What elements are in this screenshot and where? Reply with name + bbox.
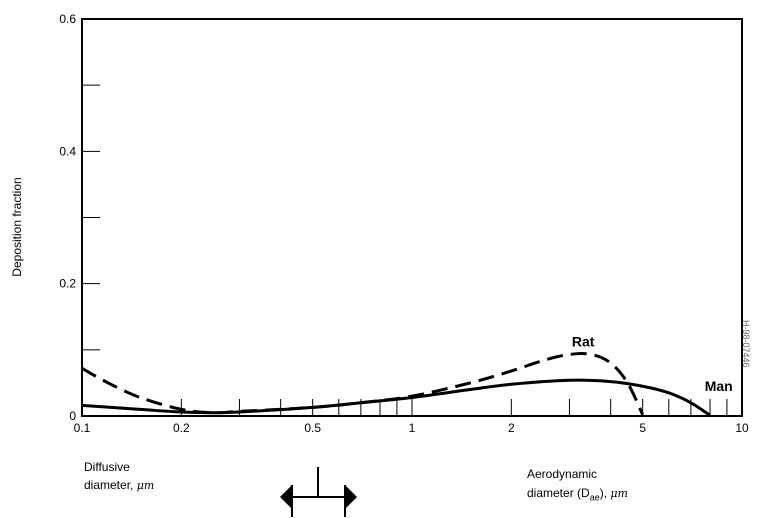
aero-label-subscript: ae — [589, 492, 600, 503]
y-tick-label: 0.6 — [59, 12, 76, 26]
series-labels: Rat Man — [572, 334, 733, 394]
double-headed-arrow-icon — [280, 467, 357, 517]
aero-label-line1: Aerodynamic — [527, 467, 598, 481]
y-tick-label: 0.4 — [59, 144, 76, 158]
plot-frame — [81, 18, 743, 417]
y-tick-label: 0.2 — [59, 277, 76, 291]
aerodynamic-diameter-label: Aerodynamic diameter (Dae), μm — [527, 465, 628, 507]
diffusive-diameter-label: Diffusive diameter, μm — [84, 458, 154, 495]
y-axis-title: Deposition fraction — [10, 177, 24, 276]
aero-label-text-a: diameter (D — [527, 486, 590, 500]
aero-unit: μm — [610, 487, 628, 500]
x-tick-label: 0.2 — [173, 421, 190, 435]
figure-code: H-98-07446 — [741, 320, 751, 368]
y-tick-label: 0 — [69, 409, 76, 423]
x-tick-label: 0.1 — [74, 421, 91, 435]
series-line-man — [81, 378, 711, 417]
series-lines — [81, 352, 711, 417]
diffusive-unit: μm — [136, 479, 155, 492]
x-tick-label: 2 — [508, 421, 515, 435]
series-label-man: Man — [705, 378, 733, 394]
aero-label-text-b: ), — [599, 486, 608, 500]
x-tick-label: 1 — [409, 421, 416, 435]
x-tick-label: 10 — [735, 421, 749, 435]
axes — [81, 18, 743, 417]
diffusive-label-line2: diameter, μm — [84, 476, 154, 495]
diffusive-label-line1: Diffusive — [84, 460, 130, 474]
y-ticks: 0 0.2 0.4 0.6 — [59, 12, 100, 423]
x-tick-label: 0.5 — [304, 421, 321, 435]
diffusive-label-text: diameter, — [84, 478, 134, 492]
x-ticks: 0.1 0.2 0.5 1 2 5 10 — [74, 399, 749, 435]
x-tick-label: 5 — [639, 421, 646, 435]
aero-label-line2: diameter (Dae), μm — [527, 484, 628, 507]
series-label-rat: Rat — [572, 334, 595, 350]
series-line-rat — [81, 352, 645, 416]
